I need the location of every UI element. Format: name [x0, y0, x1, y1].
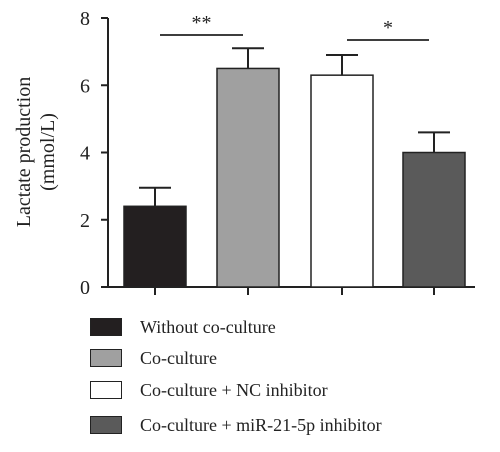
y-tick-label: 4 — [80, 143, 90, 165]
bar-4 — [402, 151, 466, 288]
y-tick-label: 6 — [80, 75, 90, 97]
bar-1 — [123, 205, 187, 288]
bar-3 — [310, 74, 374, 288]
y-tick-label: 0 — [80, 277, 90, 299]
y-tick-label: 2 — [80, 210, 90, 232]
legend-label-1: Without co-culture — [140, 316, 276, 337]
legend-label-4: Co-culture + miR-21-5p inhibitor — [140, 414, 382, 435]
legend-swatch-4 — [90, 416, 122, 434]
legend-label-3: Co-culture + NC inhibitor — [140, 379, 328, 400]
legend-item-3: Co-culture + NC inhibitor — [90, 379, 328, 401]
y-axis-label: Lactate production (mmol/L) — [13, 77, 59, 228]
bar-2 — [216, 67, 280, 288]
legend-swatch-3 — [90, 381, 122, 399]
legend-swatch-1 — [90, 318, 122, 336]
legend-label-2: Co-culture — [140, 347, 217, 368]
legend-item-4: Co-culture + miR-21-5p inhibitor — [90, 414, 382, 436]
significance-label-2: * — [383, 17, 393, 39]
legend-swatch-2 — [90, 349, 122, 367]
legend-item-1: Without co-culture — [90, 316, 276, 338]
y-tick-label: 8 — [80, 8, 90, 30]
legend-item-2: Co-culture — [90, 347, 217, 369]
significance-label-1: ** — [192, 12, 212, 34]
